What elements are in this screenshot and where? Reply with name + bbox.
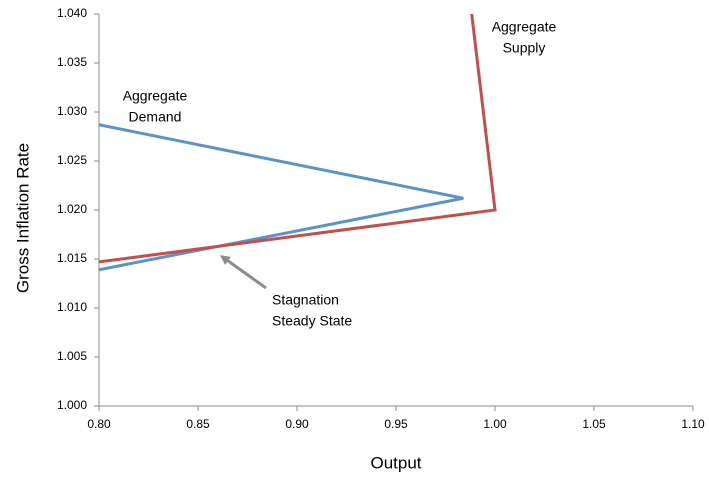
x-tick-label: 1.05 [582,417,606,431]
y-tick-label: 1.035 [57,55,87,69]
annotation: Aggregate [492,19,557,35]
x-tick-label: 0.85 [186,417,210,431]
x-tick-label: 0.80 [87,417,111,431]
x-tick-label: 1.10 [681,417,705,431]
annotation: Aggregate [123,88,188,104]
y-tick-label: 1.020 [57,202,87,216]
series-line [99,14,497,264]
annotation: Stagnation [272,292,339,308]
x-tick-label: 1.00 [483,417,507,431]
annotation: Demand [129,109,182,125]
y-tick-label: 1.005 [57,349,87,363]
x-tick-label: 0.95 [384,417,408,431]
annotation: Steady State [272,313,352,329]
annotation-arrow [219,255,267,290]
x-axis-title: Output [370,453,421,472]
annotation: Supply [503,40,546,56]
x-tick-label: 0.90 [285,417,309,431]
y-tick-label: 1.025 [57,153,87,167]
series-line [99,123,464,272]
y-tick-label: 1.030 [57,104,87,118]
y-tick-label: 1.015 [57,251,87,265]
y-tick-label: 1.000 [57,398,87,412]
y-axis-title: Gross Inflation Rate [13,143,32,293]
y-tick-label: 1.040 [57,6,87,20]
y-tick-label: 1.010 [57,300,87,314]
